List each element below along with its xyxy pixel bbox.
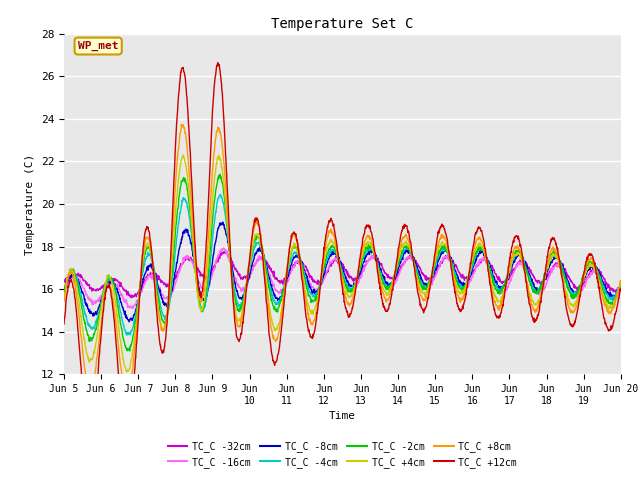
TC_C -32cm bbox=[308, 276, 316, 282]
TC_C -8cm bbox=[378, 270, 385, 276]
TC_C -8cm bbox=[60, 286, 68, 292]
TC_C +8cm bbox=[123, 394, 131, 399]
Line: TC_C -2cm: TC_C -2cm bbox=[64, 174, 621, 351]
TC_C -2cm bbox=[308, 298, 316, 304]
TC_C -2cm bbox=[297, 258, 305, 264]
Legend: TC_C -32cm, TC_C -16cm, TC_C -8cm, TC_C -4cm, TC_C -2cm, TC_C +4cm, TC_C +8cm, T: TC_C -32cm, TC_C -16cm, TC_C -8cm, TC_C … bbox=[164, 437, 521, 472]
TC_C +12cm bbox=[319, 261, 326, 267]
TC_C -4cm bbox=[617, 282, 625, 288]
TC_C -2cm bbox=[60, 290, 68, 296]
TC_C +12cm bbox=[297, 267, 305, 273]
TC_C -8cm bbox=[219, 219, 227, 225]
TC_C +4cm bbox=[179, 152, 187, 158]
TC_C -2cm bbox=[319, 269, 326, 275]
TC_C -4cm bbox=[297, 260, 305, 265]
TC_C -16cm bbox=[220, 245, 228, 251]
TC_C -32cm bbox=[220, 249, 228, 254]
X-axis label: Time: Time bbox=[329, 411, 356, 421]
TC_C -16cm bbox=[60, 286, 68, 291]
TC_C +12cm bbox=[126, 420, 134, 426]
TC_C -16cm bbox=[319, 279, 326, 285]
TC_C -32cm bbox=[103, 279, 111, 285]
TC_C -8cm bbox=[126, 316, 134, 322]
TC_C +12cm bbox=[308, 336, 316, 341]
TC_C +8cm bbox=[308, 322, 316, 328]
TC_C -16cm bbox=[617, 288, 625, 294]
TC_C -8cm bbox=[297, 259, 305, 265]
Line: TC_C +8cm: TC_C +8cm bbox=[64, 125, 621, 396]
Line: TC_C -4cm: TC_C -4cm bbox=[64, 194, 621, 335]
TC_C -8cm bbox=[617, 285, 625, 290]
TC_C +8cm bbox=[179, 122, 187, 128]
TC_C -32cm bbox=[319, 275, 326, 281]
Y-axis label: Temperature (C): Temperature (C) bbox=[25, 154, 35, 254]
TC_C +12cm bbox=[617, 286, 625, 292]
TC_C +12cm bbox=[60, 321, 68, 327]
TC_C -16cm bbox=[129, 305, 137, 311]
TC_C -2cm bbox=[617, 282, 625, 288]
TC_C +4cm bbox=[126, 362, 134, 368]
TC_C -32cm bbox=[127, 295, 134, 300]
TC_C +4cm bbox=[60, 295, 68, 301]
TC_C -16cm bbox=[308, 285, 316, 290]
TC_C +8cm bbox=[378, 286, 385, 291]
TC_C -16cm bbox=[103, 285, 111, 290]
TC_C +8cm bbox=[319, 264, 326, 270]
TC_C -32cm bbox=[378, 261, 385, 266]
TC_C +8cm bbox=[103, 284, 111, 290]
TC_C -4cm bbox=[123, 332, 131, 338]
TC_C -2cm bbox=[126, 344, 134, 349]
TC_C -2cm bbox=[216, 171, 224, 177]
TC_C +12cm bbox=[378, 295, 385, 301]
TC_C +8cm bbox=[60, 298, 68, 304]
Line: TC_C +4cm: TC_C +4cm bbox=[64, 155, 621, 372]
Line: TC_C -32cm: TC_C -32cm bbox=[64, 252, 621, 298]
TC_C +4cm bbox=[378, 280, 385, 286]
TC_C +4cm bbox=[103, 273, 111, 279]
TC_C -16cm bbox=[126, 305, 134, 311]
TC_C +12cm bbox=[123, 436, 131, 442]
TC_C -2cm bbox=[103, 276, 111, 281]
TC_C +4cm bbox=[297, 264, 305, 270]
TC_C -8cm bbox=[103, 282, 111, 288]
TC_C +8cm bbox=[617, 278, 625, 284]
TC_C +4cm bbox=[308, 310, 316, 315]
TC_C -32cm bbox=[297, 260, 305, 266]
TC_C +8cm bbox=[297, 262, 305, 268]
TC_C -4cm bbox=[103, 278, 111, 284]
TC_C -4cm bbox=[60, 288, 68, 294]
TC_C -8cm bbox=[125, 319, 133, 324]
TC_C -4cm bbox=[378, 273, 385, 278]
TC_C -4cm bbox=[308, 293, 316, 299]
TC_C -32cm bbox=[617, 286, 625, 291]
TC_C -4cm bbox=[319, 271, 326, 276]
TC_C -4cm bbox=[216, 192, 224, 197]
Line: TC_C +12cm: TC_C +12cm bbox=[64, 63, 621, 439]
TC_C -8cm bbox=[319, 276, 326, 282]
TC_C +12cm bbox=[214, 60, 221, 66]
TC_C -16cm bbox=[378, 270, 385, 276]
TC_C -32cm bbox=[60, 277, 68, 283]
TC_C -2cm bbox=[126, 348, 134, 354]
TC_C +4cm bbox=[123, 369, 131, 374]
TC_C -2cm bbox=[378, 275, 385, 281]
Line: TC_C -8cm: TC_C -8cm bbox=[64, 222, 621, 322]
TC_C +4cm bbox=[617, 279, 625, 285]
TC_C +8cm bbox=[126, 385, 134, 391]
TC_C +12cm bbox=[103, 285, 111, 290]
TC_C -32cm bbox=[126, 293, 134, 299]
Line: TC_C -16cm: TC_C -16cm bbox=[64, 248, 621, 308]
Title: Temperature Set C: Temperature Set C bbox=[271, 17, 413, 31]
TC_C -8cm bbox=[308, 288, 316, 294]
TC_C +4cm bbox=[319, 268, 326, 274]
TC_C -4cm bbox=[126, 331, 134, 337]
Text: WP_met: WP_met bbox=[78, 41, 118, 51]
TC_C -16cm bbox=[297, 260, 305, 265]
